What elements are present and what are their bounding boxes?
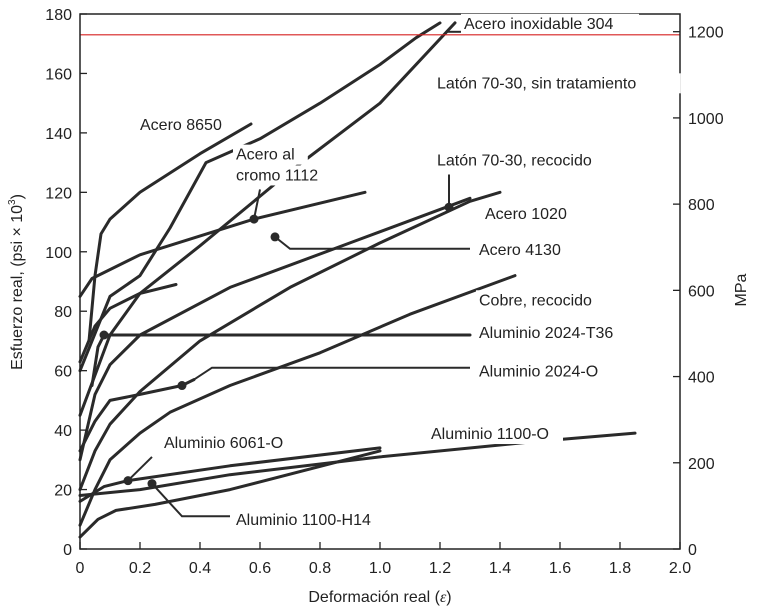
series-line-8 <box>90 333 472 387</box>
annotation-bg-7 <box>476 239 568 260</box>
x-axis-title: Deformación real (ε) <box>308 589 451 606</box>
y-axis-title-text: Esfuerzo real, (psi × 10 <box>9 205 26 370</box>
series-line-2 <box>87 122 253 343</box>
annotation-bg-2 <box>137 114 229 135</box>
marker-0 <box>249 214 259 224</box>
x-tick-label-10: 2.0 <box>669 560 691 577</box>
y2-tick-label-0: 0 <box>688 542 697 559</box>
leader-lines <box>127 30 470 518</box>
leader-line-10 <box>193 366 470 381</box>
annotation-label-13: Aluminio 1100-H14 <box>236 512 371 529</box>
annotation-bg-8 <box>476 290 611 311</box>
x-axis-title-close: ) <box>446 589 451 606</box>
plot-frame <box>79 13 681 550</box>
x-tick-label-3: 0.6 <box>249 560 271 577</box>
x-tick-label-6: 1.2 <box>429 560 451 577</box>
annotation-bg-10 <box>476 361 611 382</box>
annotation-label-8: Cobre, recocido <box>479 292 592 309</box>
leader-line-4 <box>253 189 261 220</box>
y2-tick-label-3: 600 <box>688 283 715 300</box>
annotation-bg-6 <box>482 204 574 225</box>
y-tick-label-9: 180 <box>45 7 72 24</box>
y-tick-label-8: 160 <box>45 66 72 83</box>
leader-line-12 <box>127 456 153 482</box>
annotation-label-2: Acero 8650 <box>140 117 222 134</box>
y-tick-label-3: 60 <box>54 364 72 381</box>
annotation-bg-13 <box>233 510 386 531</box>
x-tick-label-4: 0.8 <box>309 560 331 577</box>
annotation-label-0: Acero inoxidable 304 <box>464 16 614 33</box>
x-tick-label-5: 1.0 <box>369 560 391 577</box>
annotation-label-6: Acero 1020 <box>485 206 567 223</box>
y2-tick-label-4: 800 <box>688 197 715 214</box>
marker-5 <box>123 476 133 486</box>
annotations: Acero inoxidable 304 Latón 70-30, sin tra… <box>137 13 681 531</box>
annotation-bg-1 <box>434 73 681 94</box>
annotation-bg-12 <box>161 432 296 453</box>
marker-1 <box>270 232 280 242</box>
series-line-4 <box>78 190 502 492</box>
markers <box>99 202 454 489</box>
x-axis-ticks: 0 0.2 0.4 0.6 0.8 1.0 1.2 1.4 1.6 1.8 2.0 <box>76 542 691 577</box>
series-line-12 <box>78 449 382 539</box>
annotation-label-7: Acero 4130 <box>479 242 561 259</box>
y-tick-label-7: 140 <box>45 126 72 143</box>
x-tick-label-7: 1.4 <box>489 560 511 577</box>
y-tick-label-6: 120 <box>45 185 72 202</box>
marker-6 <box>147 479 157 489</box>
annotation-bg-11 <box>428 424 563 445</box>
annotation-label-12: Aluminio 6061-O <box>164 435 283 452</box>
y2-axis-title: MPa <box>733 273 750 306</box>
y2-tick-label-6: 1200 <box>688 25 724 42</box>
annotation-bg-3 <box>233 144 308 165</box>
annotation-label-3: Acero al <box>236 147 295 164</box>
annotation-label-9: Aluminio 2024-T36 <box>479 325 613 342</box>
x-axis-title-text: Deformación real ( <box>308 589 440 606</box>
y-tick-label-4: 80 <box>54 304 72 321</box>
y-axis-title-close: ) <box>9 194 26 199</box>
leader-line-13 <box>151 482 230 518</box>
annotation-label-10: Aluminio 2024-O <box>479 364 598 381</box>
plot-lines <box>78 21 637 539</box>
y2-tick-label-2: 400 <box>688 370 715 387</box>
series-line-3 <box>78 190 367 298</box>
x-tick-label-1: 0.2 <box>129 560 151 577</box>
series-line-6 <box>78 283 178 364</box>
y-axis-title: Esfuerzo real, (psi × 103) <box>7 194 26 370</box>
annotation-label-4: cromo 1112 <box>236 167 318 184</box>
x-tick-label-0: 0 <box>76 560 85 577</box>
annotation-label-11: Aluminio 1100-O <box>431 426 549 443</box>
y2-tick-label-1: 200 <box>688 456 715 473</box>
annotation-label-1: Latón 70-30, sin tratamiento <box>437 75 636 92</box>
annotation-bg-9 <box>476 322 629 343</box>
leader-line-7 <box>274 236 470 250</box>
x-tick-label-2: 0.4 <box>189 560 211 577</box>
marker-3 <box>99 330 109 340</box>
series-line-0 <box>78 21 457 417</box>
marker-4 <box>177 381 187 391</box>
marker-2 <box>444 202 454 212</box>
annotation-bg-5 <box>434 150 621 171</box>
x-tick-label-9: 1.8 <box>609 560 631 577</box>
x-tick-label-8: 1.6 <box>549 560 571 577</box>
y-axis-title-sup: 3 <box>7 199 18 205</box>
series-line-7 <box>78 274 517 527</box>
y2-tick-label-5: 1000 <box>688 111 724 128</box>
annotation-label-5: Latón 70-30, recocido <box>437 153 592 170</box>
y-tick-label-1: 20 <box>54 483 72 500</box>
y-tick-label-0: 0 <box>63 542 72 559</box>
y-tick-label-5: 100 <box>45 245 72 262</box>
annotation-bg-4 <box>233 165 325 186</box>
y2-axis-ticks: 0 200 400 600 800 1000 1200 <box>673 25 724 559</box>
y-axis-ticks: 0 20 40 60 80 100 120 140 160 180 <box>45 7 87 559</box>
annotation-bg-0 <box>461 13 639 34</box>
x-axis-title-symbol: ε <box>440 589 447 606</box>
y-tick-label-2: 40 <box>54 423 72 440</box>
